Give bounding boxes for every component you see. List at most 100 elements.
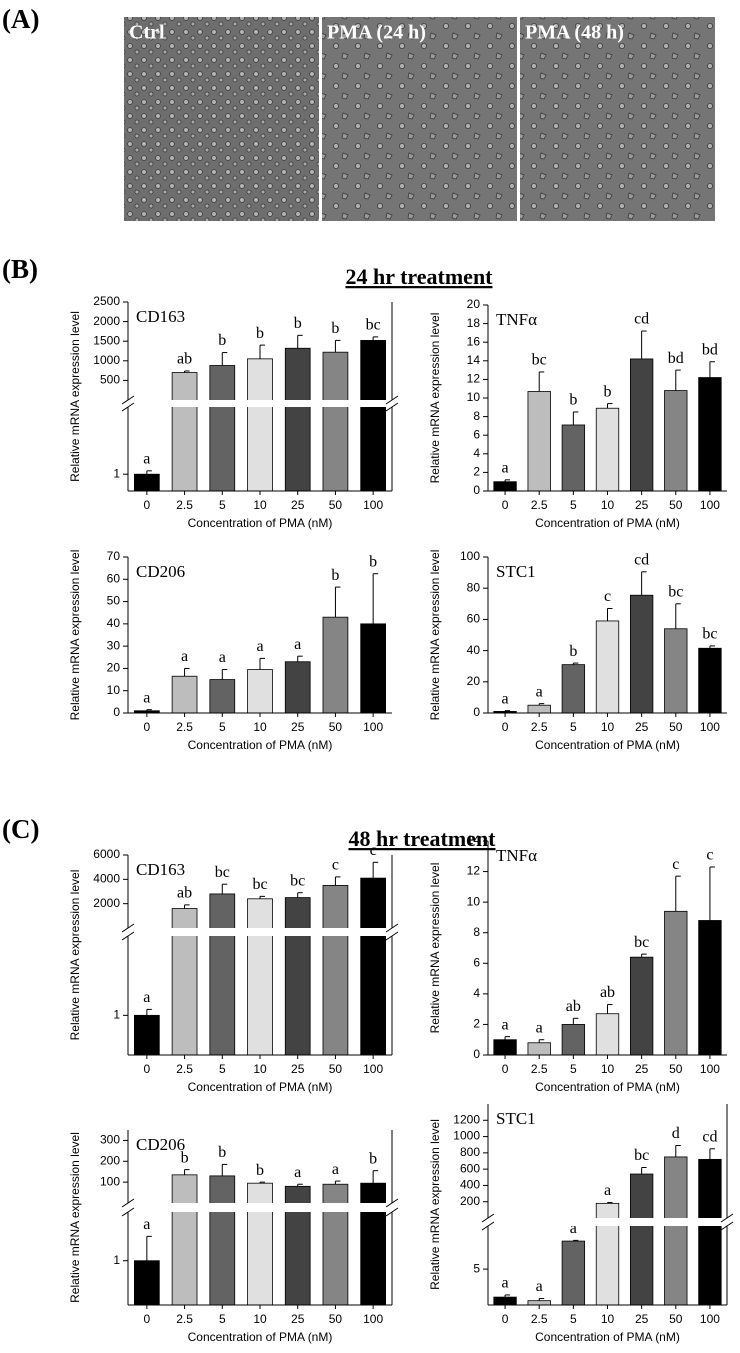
x-tick-label: 100	[700, 1312, 720, 1326]
break-mark	[385, 931, 399, 941]
y-tick-label: 0	[473, 483, 480, 497]
break-mark	[385, 1198, 399, 1208]
bar	[209, 893, 236, 1056]
significance-letter: c	[706, 847, 713, 864]
x-tick-label: 25	[291, 720, 305, 734]
y-tick-label: 800	[460, 1145, 480, 1159]
bar	[360, 340, 386, 492]
bar	[493, 1296, 517, 1306]
significance-letter: a	[502, 1275, 509, 1292]
significance-letter: bc	[252, 876, 267, 893]
x-tick-label: 100	[700, 498, 720, 512]
y-tick-label: 400	[460, 1178, 480, 1192]
break-mark	[481, 1213, 495, 1223]
y-tick-label: 1000	[93, 353, 120, 367]
x-tick-label: 5	[570, 720, 577, 734]
x-tick-label: 2.5	[176, 720, 193, 734]
y-tick-label: 2	[473, 1017, 480, 1031]
x-axis-title: Concentration of PMA (nM)	[188, 516, 333, 530]
break-mark	[121, 1207, 135, 1217]
micrograph	[520, 17, 715, 221]
break-mark	[385, 395, 399, 405]
significance-letter: a	[536, 683, 543, 700]
bar	[171, 372, 198, 492]
x-tick-label: 0	[502, 498, 509, 512]
chart-title: CD163	[136, 860, 185, 879]
break-mark	[385, 402, 399, 412]
bar	[527, 1300, 551, 1306]
significance-letter: bc	[668, 583, 683, 600]
x-tick-label: 5	[219, 498, 226, 512]
y-tick-label: 1	[113, 1008, 120, 1022]
y-tick-label: 2	[473, 465, 480, 479]
bar	[322, 351, 349, 492]
y-tick-label: 16	[467, 334, 481, 348]
y-tick-label: 1	[113, 466, 120, 480]
bar	[322, 616, 349, 714]
significance-letter: bc	[702, 626, 717, 643]
significance-letter: bc	[634, 934, 649, 951]
y-tick-label: 40	[467, 643, 481, 657]
significance-letter: b	[604, 383, 612, 400]
y-tick-label: 2500	[93, 294, 120, 308]
panel-label: (C)	[2, 814, 39, 844]
x-tick-label: 10	[601, 1312, 615, 1326]
y-axis-title: Relative mRNA expression level	[68, 550, 82, 721]
significance-letter: a	[294, 636, 301, 653]
significance-letter: d	[672, 1125, 680, 1142]
x-tick-label: 25	[635, 498, 649, 512]
significance-letter: c	[370, 842, 377, 859]
significance-letter: bc	[532, 352, 547, 369]
y-tick-label: 70	[107, 549, 121, 563]
x-tick-label: 5	[570, 1312, 577, 1326]
bar	[247, 669, 273, 714]
bar	[247, 898, 273, 1056]
x-tick-label: 2.5	[531, 1312, 548, 1326]
x-tick-label: 10	[253, 1062, 267, 1076]
significance-letter: a	[143, 1216, 150, 1233]
significance-letter: a	[294, 1164, 301, 1181]
y-tick-label: 60	[107, 571, 121, 585]
break-mark	[481, 1221, 495, 1231]
bar	[629, 1173, 654, 1306]
bar	[284, 347, 311, 492]
x-tick-label: 50	[669, 1312, 683, 1326]
panel-label: (A)	[2, 4, 39, 34]
x-tick-label: 100	[363, 1062, 383, 1076]
bar	[595, 620, 620, 714]
significance-letter: a	[502, 690, 509, 707]
bar	[629, 594, 654, 714]
x-axis-title: Concentration of PMA (nM)	[188, 1080, 333, 1094]
significance-letter: a	[502, 1016, 509, 1033]
x-tick-label: 10	[253, 720, 267, 734]
bar	[664, 1156, 688, 1306]
chart-title: STC1	[496, 1109, 536, 1128]
axis-break-gap	[116, 1203, 404, 1212]
y-tick-label: 5	[473, 1261, 480, 1275]
bar	[561, 424, 586, 492]
bar	[629, 956, 654, 1056]
chart-title: CD163	[136, 307, 185, 326]
x-tick-label: 2.5	[176, 1312, 193, 1326]
break-mark	[385, 923, 399, 933]
significance-letter: c	[604, 588, 611, 605]
x-tick-label: 10	[253, 498, 267, 512]
y-tick-label: 20	[467, 674, 481, 688]
break-mark	[385, 1207, 399, 1217]
y-tick-label: 40	[107, 616, 121, 630]
x-tick-label: 2.5	[531, 1062, 548, 1076]
chart-title: CD206	[136, 1135, 185, 1154]
x-tick-label: 100	[363, 1312, 383, 1326]
bar	[209, 1175, 236, 1306]
axis-break-gap	[116, 400, 404, 407]
x-tick-label: 100	[700, 1062, 720, 1076]
y-tick-label: 4	[473, 986, 480, 1000]
y-axis-title: Relative mRNA expression level	[68, 311, 82, 482]
bar	[360, 877, 386, 1056]
bar	[664, 390, 688, 492]
bar	[527, 704, 551, 714]
y-tick-label: 1000	[453, 1129, 480, 1143]
y-tick-label: 6000	[93, 847, 120, 861]
image-label: PMA (48 h)	[525, 22, 624, 44]
y-axis-title: Relative mRNA expression level	[428, 1119, 442, 1290]
